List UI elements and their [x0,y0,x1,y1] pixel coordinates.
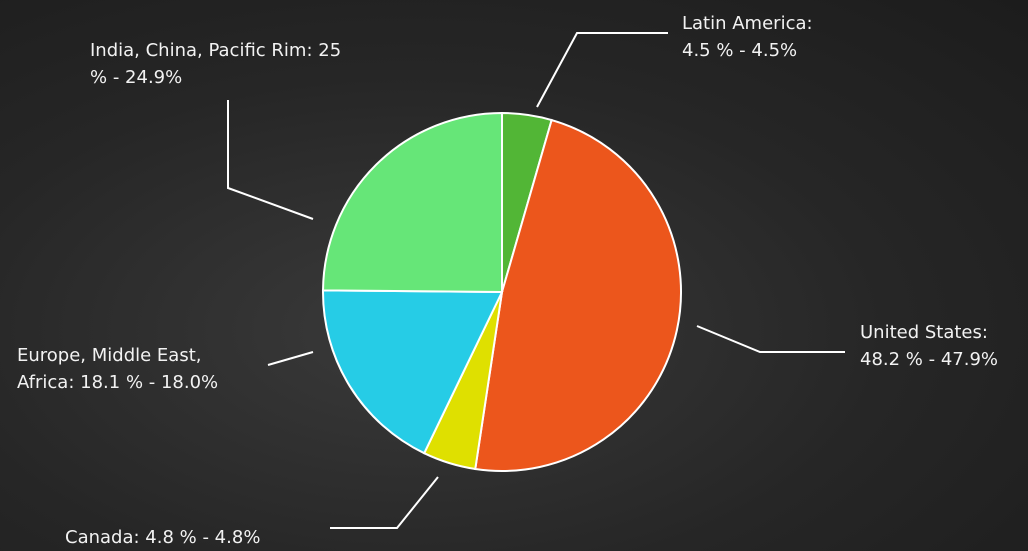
category-label: United States: [860,322,988,343]
slice-label: Canada: 4.8 % - 4.8% [65,524,325,551]
category-label: Canada: [65,527,140,548]
leader-line [537,33,668,107]
value-label: 4.5 % - 4.5% [682,40,797,61]
value-label: 48.2 % - 47.9% [860,349,998,370]
page: Latin America: 4.5 % - 4.5% United State… [0,0,1028,551]
slice-label: Latin America: 4.5 % - 4.5% [682,10,842,64]
slice-label: United States: 48.2 % - 47.9% [860,319,1028,373]
pie-slice [323,113,502,292]
slice-label: Europe, Middle East, Africa: 18.1 % - 18… [17,342,257,396]
category-label: Latin America: [682,13,813,34]
leader-line [330,477,438,528]
leader-line [228,100,313,219]
category-label: India, China, Pacific Rim: [90,40,313,61]
value-label: 18.1 % - 18.0% [80,372,218,393]
leader-line [697,326,845,352]
slice-label: India, China, Pacific Rim: 25 % - 24.9% [90,37,360,91]
leader-line [268,352,313,365]
value-label: 4.8 % - 4.8% [145,527,260,548]
